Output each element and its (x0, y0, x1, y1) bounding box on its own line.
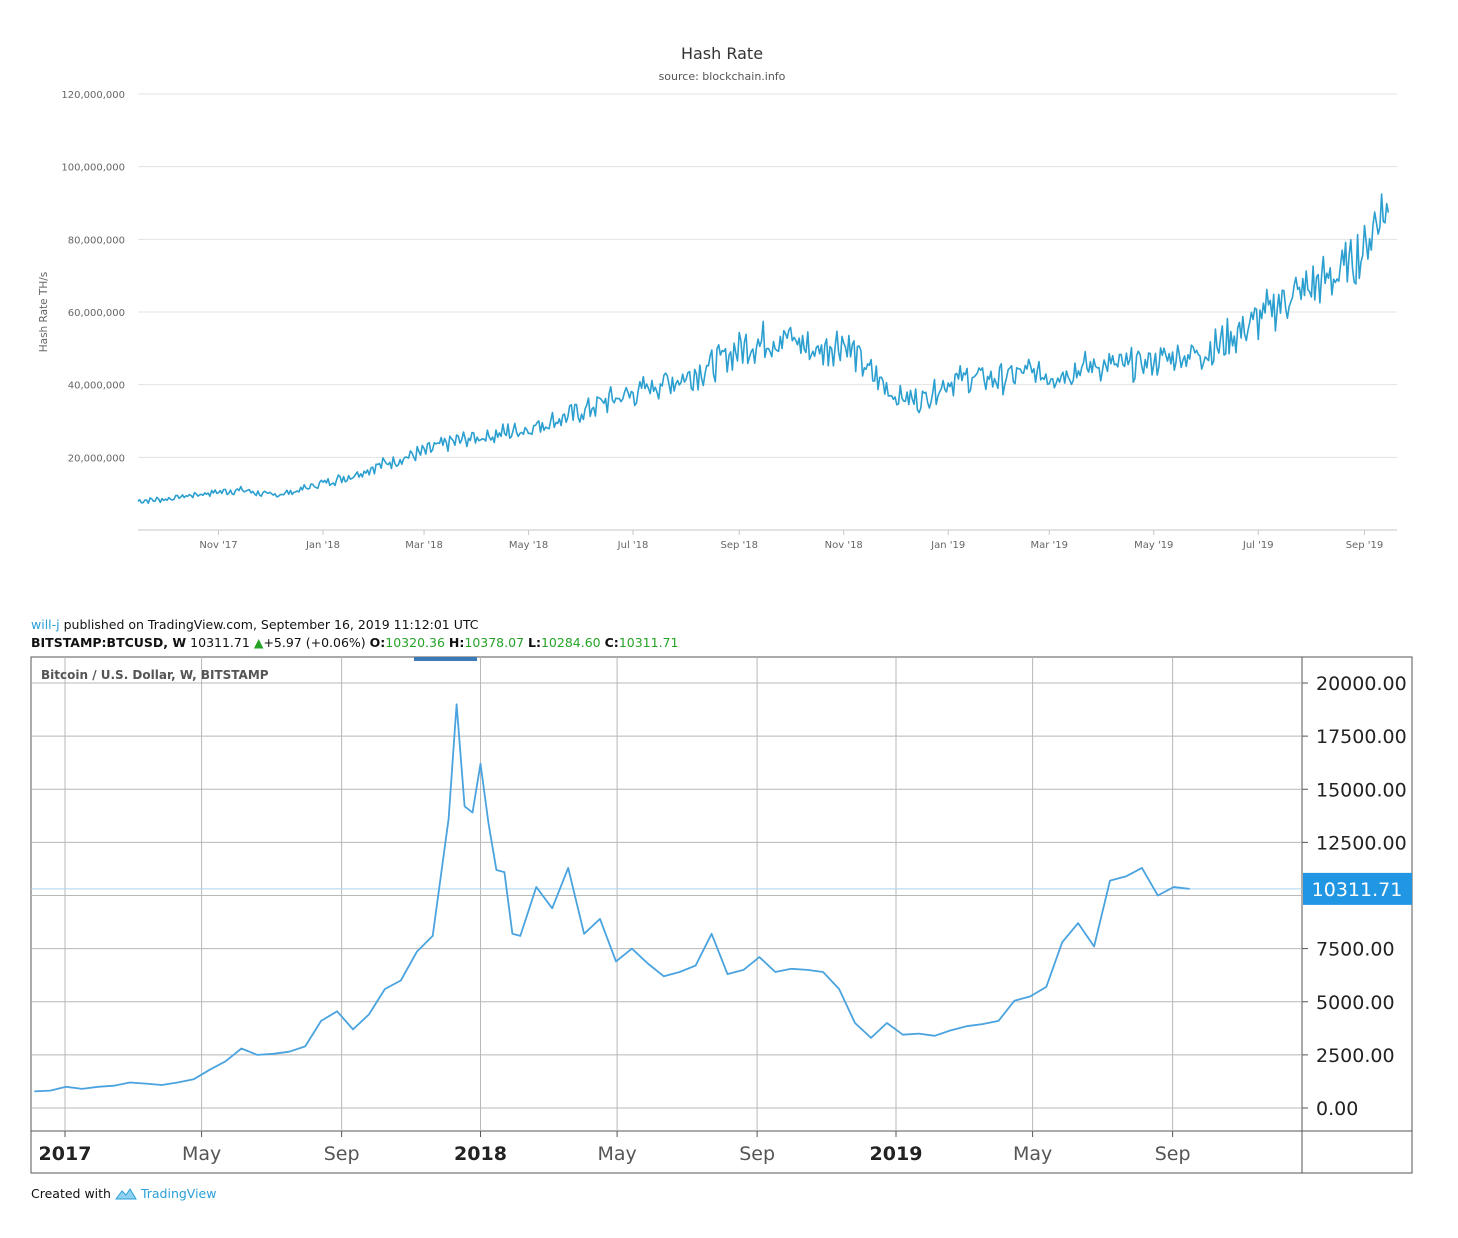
open-label: O: (369, 635, 386, 650)
symbol-label: BITSTAMP:BTCUSD, W (31, 635, 187, 650)
hash-x-tick-label: Jul '19 (1242, 540, 1274, 551)
hash-y-tick-label: 80,000,000 (68, 235, 125, 246)
btc-y-tick-label: 0.00 (1316, 1098, 1358, 1120)
tradingview-header: will-j published on TradingView.com, Sep… (31, 616, 678, 652)
close-value: 10311.71 (618, 635, 679, 650)
btc-price-axis: 0.00 2500.00 5000.00 7500.00 12500.00 15000.0… (1302, 673, 1407, 1120)
btc-time-axis: 2017 May Sep 2018 May Sep 2019 May Sep (39, 1131, 1191, 1165)
last-value: 10311.71 (190, 635, 250, 650)
hash-y-axis: 20,000,000 40,000,000 60,000,000 80,000,000… (61, 90, 125, 464)
publish-line: will-j published on TradingView.com, Sep… (31, 616, 678, 634)
hash-x-tick-label: Jan '19 (930, 540, 965, 551)
low-label: L: (528, 635, 541, 650)
btc-y-tick-label: 15000.00 (1316, 779, 1407, 801)
high-label: H: (448, 635, 465, 650)
hash-x-tick-label: Mar '18 (405, 540, 443, 551)
hash-x-tick-label: May '18 (509, 540, 548, 551)
btc-x-tick-label: Sep (1155, 1143, 1191, 1165)
btc-x-tick-label: 2018 (454, 1143, 507, 1165)
hash-chart-ylabel: Hash Rate TH/s (38, 272, 50, 353)
btc-y-tick-label: 20000.00 (1316, 673, 1407, 695)
tradingview-logo-icon (114, 1186, 141, 1201)
btc-x-tick-label: Sep (739, 1143, 775, 1165)
btc-x-tick-label: May (182, 1143, 221, 1165)
hash-rate-series-line (137, 193, 1390, 505)
hash-x-axis: Nov '17 Jan '18 Mar '18 May '18 Jul '18 Sep '… (199, 530, 1383, 551)
time-range-marker (414, 657, 477, 661)
tradingview-footer: Created with TradingView (31, 1186, 216, 1201)
hash-x-tick-label: Nov '17 (199, 540, 237, 551)
high-value: 10378.07 (464, 635, 525, 650)
close-label: C: (604, 635, 619, 650)
btc-price-series-line (34, 703, 1190, 1093)
btc-x-tick-label: Sep (324, 1143, 360, 1165)
hash-x-tick-label: Jan '18 (305, 540, 340, 551)
tradingview-logo-text[interactable]: TradingView (140, 1186, 217, 1201)
author-link[interactable]: will-j (31, 617, 60, 632)
hash-x-tick-label: Sep '19 (1346, 540, 1384, 551)
hash-y-tick-label: 20,000,000 (68, 453, 125, 464)
last-price-label: 10311.71 (1312, 879, 1403, 901)
btc-chart-title: Bitcoin / U.S. Dollar, W, BITSTAMP (41, 668, 269, 682)
hash-x-tick-label: May '19 (1134, 540, 1173, 551)
hash-y-tick-label: 40,000,000 (68, 381, 125, 392)
btc-y-tick-label: 12500.00 (1316, 832, 1407, 854)
open-value: 10320.36 (385, 635, 445, 650)
low-value: 10284.60 (540, 635, 601, 650)
created-with-label: Created with (31, 1186, 111, 1201)
btc-chart-frame (30, 656, 1413, 1174)
btc-y-tick-label: 7500.00 (1316, 939, 1395, 961)
change-arrow-icon: ▲ (253, 635, 264, 650)
hash-x-tick-label: Mar '19 (1031, 540, 1069, 551)
btc-y-tick-label: 17500.00 (1316, 726, 1407, 748)
publish-info: published on TradingView.com, September … (59, 617, 479, 632)
btc-x-tick-label: 2017 (39, 1143, 92, 1165)
last-price-badge (1303, 872, 1412, 905)
hash-rate-chart: Hash Rate source: blockchain.info Hash R… (38, 44, 1397, 551)
hash-x-tick-label: Sep '18 (720, 540, 758, 551)
hash-chart-subtitle: source: blockchain.info (659, 70, 786, 83)
ohlc-line: BITSTAMP:BTCUSD, W 10311.71 ▲+5.97 (+0.0… (31, 634, 678, 652)
hash-y-tick-label: 100,000,000 (61, 163, 125, 174)
hash-x-tick-label: Nov '18 (825, 540, 863, 551)
hash-y-tick-label: 60,000,000 (68, 308, 125, 319)
hash-y-tick-label: 120,000,000 (61, 90, 125, 101)
change-value: +5.97 (+0.06%) (263, 635, 366, 650)
hash-x-tick-label: Jul '18 (617, 540, 649, 551)
hash-grid (138, 93, 1397, 458)
btc-y-tick-label: 2500.00 (1316, 1045, 1395, 1067)
hash-chart-title: Hash Rate (681, 44, 763, 63)
btc-grid (31, 657, 1302, 1131)
btc-x-tick-label: May (1013, 1143, 1052, 1165)
btc-x-tick-label: May (597, 1143, 636, 1165)
btc-y-tick-label: 5000.00 (1316, 992, 1395, 1014)
btc-x-tick-label: 2019 (870, 1143, 923, 1165)
